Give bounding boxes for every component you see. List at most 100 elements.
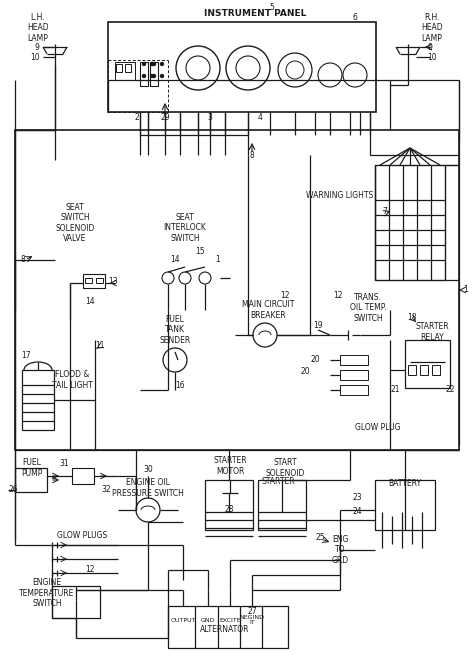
Text: TRANS.
OIL TEMP.
SWITCH: TRANS. OIL TEMP. SWITCH <box>350 293 386 323</box>
Text: WARNING LIGHTS: WARNING LIGHTS <box>306 190 374 199</box>
Text: SEAT
INTERLOCK
SWITCH: SEAT INTERLOCK SWITCH <box>164 213 207 243</box>
Text: 15: 15 <box>195 247 205 256</box>
Text: 14: 14 <box>85 298 95 306</box>
Circle shape <box>153 62 155 66</box>
Text: 16: 16 <box>175 380 185 390</box>
Circle shape <box>163 348 187 372</box>
Text: FUEL
PUMP: FUEL PUMP <box>21 459 43 478</box>
Bar <box>150 62 158 86</box>
Text: 9: 9 <box>428 43 432 52</box>
Text: 17: 17 <box>21 352 31 361</box>
Bar <box>85 278 92 283</box>
Text: 19: 19 <box>313 321 323 329</box>
Text: START
SOLENOID: START SOLENOID <box>265 459 305 478</box>
Bar <box>83 274 105 288</box>
Text: GLOW PLUG: GLOW PLUG <box>355 424 401 432</box>
Text: STARTER
MOTOR: STARTER MOTOR <box>213 457 247 476</box>
Text: 21: 21 <box>390 386 400 394</box>
Text: 27: 27 <box>247 607 257 617</box>
Circle shape <box>143 62 146 66</box>
Text: 23: 23 <box>352 493 362 501</box>
Text: MAIN CIRCUIT
BREAKER: MAIN CIRCUIT BREAKER <box>242 300 294 319</box>
Text: ENG
TO
GRD: ENG TO GRD <box>331 535 348 565</box>
Text: 32: 32 <box>101 485 111 495</box>
Circle shape <box>343 63 367 87</box>
Text: 24: 24 <box>352 508 362 516</box>
Text: 2: 2 <box>135 113 139 123</box>
Circle shape <box>162 272 174 284</box>
Text: 12: 12 <box>333 291 343 300</box>
Text: BATTERY: BATTERY <box>388 478 421 487</box>
Bar <box>258 480 306 530</box>
Text: ENGINE
TEMPERATURE
SWITCH: ENGINE TEMPERATURE SWITCH <box>19 578 75 608</box>
Text: 4: 4 <box>257 113 263 123</box>
Text: NEGIND
IT: NEGIND IT <box>239 615 264 625</box>
Bar <box>108 22 376 112</box>
Text: ENGINE OIL
PRESSURE SWITCH: ENGINE OIL PRESSURE SWITCH <box>112 478 184 498</box>
Text: 14: 14 <box>170 255 180 264</box>
Text: 29: 29 <box>160 113 170 123</box>
Circle shape <box>179 272 191 284</box>
Bar <box>432 365 440 375</box>
Circle shape <box>161 75 164 77</box>
Text: GLOW PLUGS: GLOW PLUGS <box>57 531 107 539</box>
Text: FLOOD &
TAIL LIGHT: FLOOD & TAIL LIGHT <box>52 370 92 390</box>
Bar <box>340 355 368 365</box>
Circle shape <box>143 75 146 77</box>
Text: OUTPUT: OUTPUT <box>170 617 196 623</box>
Bar <box>125 64 131 72</box>
Bar <box>22 370 54 430</box>
Text: 20: 20 <box>310 356 320 365</box>
Circle shape <box>253 323 277 347</box>
Circle shape <box>151 75 154 77</box>
Text: 11: 11 <box>95 342 105 350</box>
Circle shape <box>226 46 270 90</box>
Text: SEAT
SWITCH
SOLENOID
VALVE: SEAT SWITCH SOLENOID VALVE <box>55 203 95 243</box>
Text: 20: 20 <box>300 367 310 377</box>
Bar <box>205 480 253 530</box>
Circle shape <box>176 46 220 90</box>
Bar <box>340 370 368 380</box>
Bar <box>140 62 148 86</box>
Text: GND: GND <box>201 617 215 623</box>
Bar <box>15 130 459 450</box>
Circle shape <box>199 272 211 284</box>
Text: ALTERNATOR: ALTERNATOR <box>200 626 250 634</box>
Circle shape <box>236 56 260 80</box>
Text: 7: 7 <box>383 207 387 216</box>
Circle shape <box>186 56 210 80</box>
Text: 3: 3 <box>208 113 212 123</box>
Circle shape <box>153 75 155 77</box>
Bar <box>52 586 100 618</box>
Text: 22: 22 <box>445 386 455 394</box>
Circle shape <box>136 498 160 522</box>
Text: 9: 9 <box>35 43 39 52</box>
Text: 6: 6 <box>353 14 357 22</box>
Text: 12: 12 <box>85 565 95 575</box>
Text: 8: 8 <box>21 255 26 264</box>
Text: 8: 8 <box>250 150 255 159</box>
Circle shape <box>286 61 304 79</box>
Text: 30: 30 <box>143 466 153 474</box>
Bar <box>168 606 288 648</box>
Text: EXCITE: EXCITE <box>219 617 241 623</box>
Text: INSTRUMENT PANEL: INSTRUMENT PANEL <box>204 9 306 18</box>
Circle shape <box>161 62 164 66</box>
Circle shape <box>151 62 154 66</box>
Bar <box>15 468 47 492</box>
Text: 10: 10 <box>427 54 437 62</box>
Text: 25: 25 <box>315 533 325 543</box>
Text: 28: 28 <box>224 506 234 514</box>
Text: 1: 1 <box>216 255 220 264</box>
Text: 13: 13 <box>108 276 118 285</box>
Circle shape <box>318 63 342 87</box>
Text: FUEL
TANK
SENDER: FUEL TANK SENDER <box>159 315 191 345</box>
Text: R.H.
HEAD
LAMP: R.H. HEAD LAMP <box>421 13 443 43</box>
Circle shape <box>278 53 312 87</box>
Text: 31: 31 <box>59 459 69 468</box>
Text: 5: 5 <box>270 3 274 12</box>
Bar <box>115 62 135 80</box>
Bar <box>340 385 368 395</box>
Bar <box>96 278 103 283</box>
Bar <box>375 480 435 530</box>
